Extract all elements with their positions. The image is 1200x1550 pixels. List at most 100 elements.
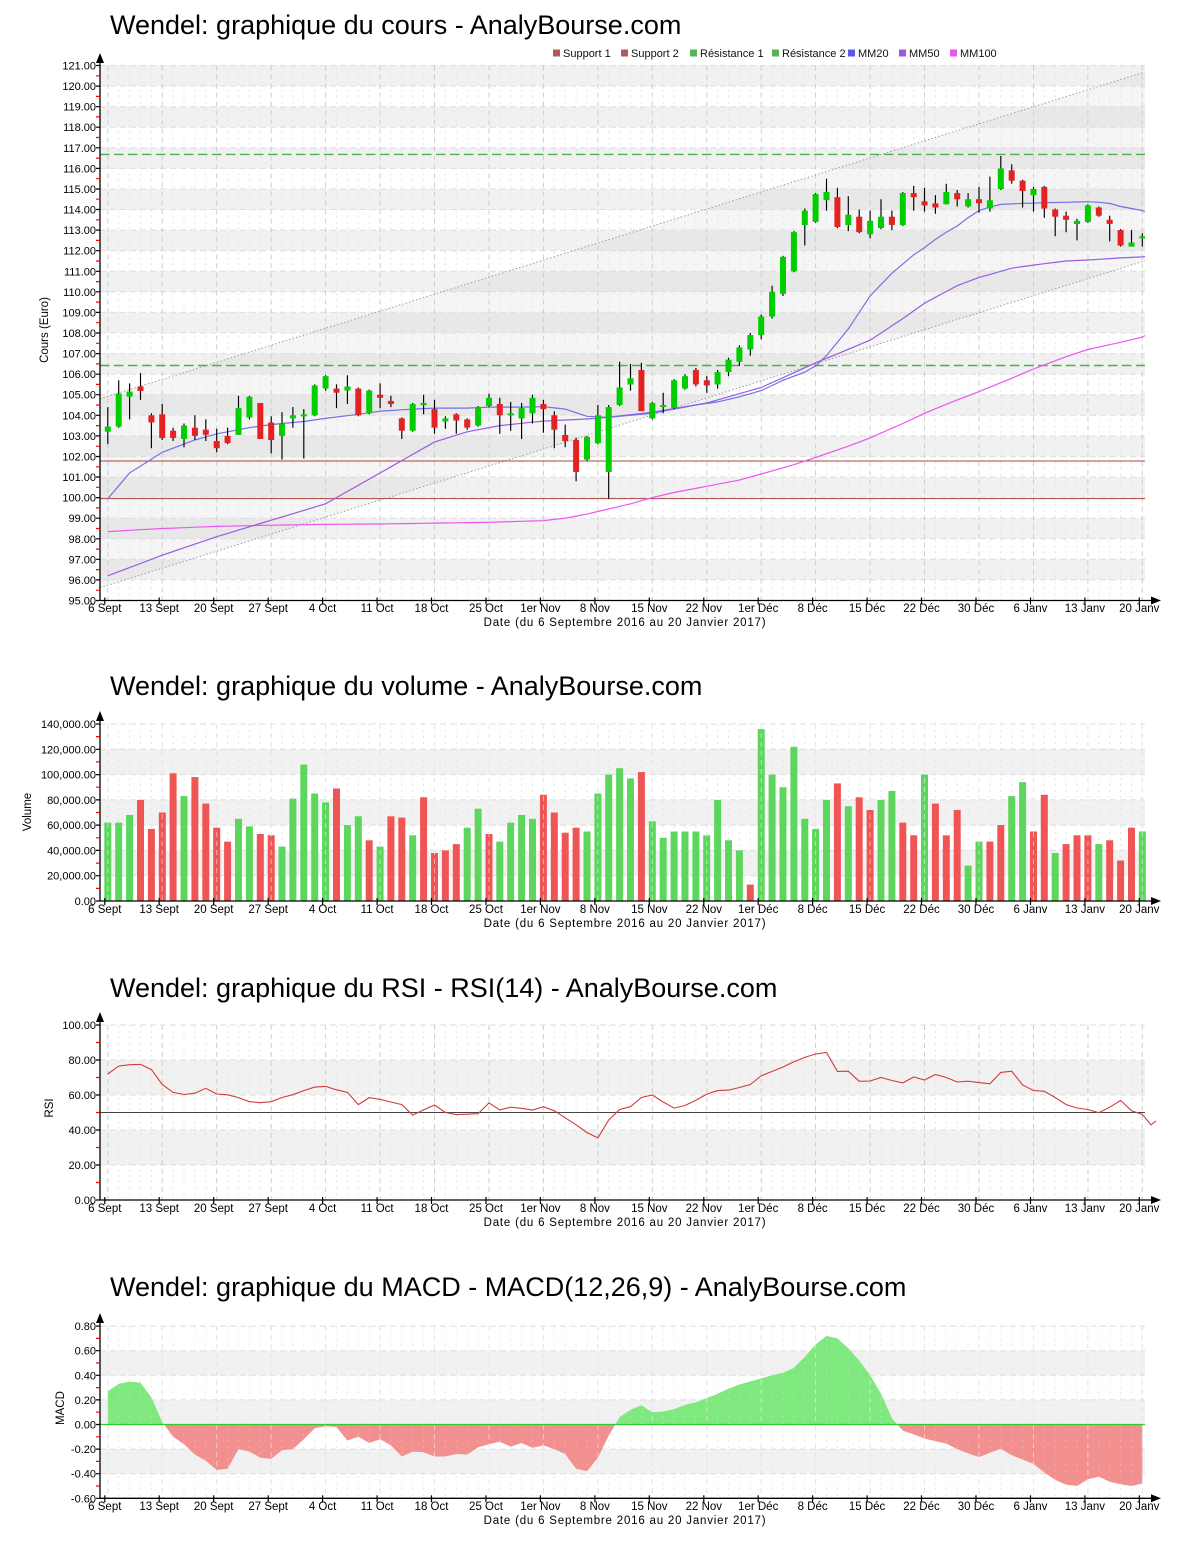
svg-text:Wendel: graphique du MACD - MA: Wendel: graphique du MACD - MACD(12,26,9… [110, 1272, 906, 1302]
svg-text:20 Sept: 20 Sept [194, 1203, 234, 1215]
svg-text:4 Oct: 4 Oct [309, 1203, 337, 1215]
svg-text:15 Déc: 15 Déc [849, 1203, 886, 1215]
svg-text:6 Janv: 6 Janv [1014, 603, 1048, 615]
svg-text:13 Janv: 13 Janv [1065, 904, 1106, 916]
svg-text:109.00: 109.00 [62, 307, 96, 319]
svg-text:-0.20: -0.20 [71, 1444, 96, 1456]
svg-text:-0.60: -0.60 [71, 1493, 96, 1505]
svg-text:15 Nov: 15 Nov [631, 904, 668, 916]
svg-text:8 Déc: 8 Déc [798, 904, 828, 916]
svg-text:15 Nov: 15 Nov [631, 1203, 668, 1215]
svg-text:11 Oct: 11 Oct [361, 1501, 395, 1513]
svg-text:Wendel: graphique du volume -: Wendel: graphique du volume - AnalyBours… [110, 671, 702, 701]
svg-text:Date (du 6 Septembre 2016 au 2: Date (du 6 Septembre 2016 au 20 Janvier … [484, 1515, 767, 1527]
svg-text:120,000.00: 120,000.00 [41, 744, 96, 756]
svg-text:22 Déc: 22 Déc [903, 1203, 940, 1215]
svg-text:80.00: 80.00 [68, 1055, 96, 1067]
svg-text:30 Déc: 30 Déc [958, 1501, 995, 1513]
svg-text:25 Oct: 25 Oct [469, 603, 504, 615]
svg-text:30 Déc: 30 Déc [958, 1203, 995, 1215]
svg-text:13 Sept: 13 Sept [139, 1501, 179, 1513]
svg-text:40.00: 40.00 [68, 1125, 96, 1137]
svg-text:20 Sept: 20 Sept [194, 904, 234, 916]
svg-text:1er Déc: 1er Déc [738, 603, 779, 615]
svg-text:99.00: 99.00 [68, 513, 96, 525]
svg-text:0.00: 0.00 [75, 1195, 96, 1207]
svg-text:MM100: MM100 [960, 48, 997, 60]
svg-text:15 Déc: 15 Déc [849, 603, 886, 615]
svg-text:11 Oct: 11 Oct [361, 904, 395, 916]
svg-text:105.00: 105.00 [62, 390, 96, 402]
svg-text:30 Déc: 30 Déc [958, 904, 995, 916]
svg-text:22 Déc: 22 Déc [903, 603, 940, 615]
svg-text:-0.40: -0.40 [71, 1469, 96, 1481]
svg-text:15 Nov: 15 Nov [631, 603, 668, 615]
svg-text:22 Nov: 22 Nov [686, 1501, 723, 1513]
svg-text:20.00: 20.00 [68, 1160, 96, 1172]
svg-text:20 Sept: 20 Sept [194, 1501, 234, 1513]
svg-text:Wendel: graphique du cours - A: Wendel: graphique du cours - AnalyBourse… [110, 10, 681, 40]
svg-text:RSI: RSI [44, 1098, 56, 1117]
svg-text:1er Déc: 1er Déc [738, 1203, 779, 1215]
svg-text:Date (du 6 Septembre 2016 au 2: Date (du 6 Septembre 2016 au 20 Janvier … [484, 918, 767, 930]
svg-text:119.00: 119.00 [63, 102, 96, 114]
svg-text:15 Déc: 15 Déc [849, 1501, 886, 1513]
svg-text:11 Oct: 11 Oct [361, 1203, 395, 1215]
svg-text:18 Oct: 18 Oct [415, 1501, 450, 1513]
svg-text:4 Oct: 4 Oct [309, 904, 337, 916]
svg-text:1er Déc: 1er Déc [738, 904, 779, 916]
svg-text:103.00: 103.00 [62, 431, 96, 443]
svg-text:1er Nov: 1er Nov [520, 1203, 561, 1215]
svg-text:118.00: 118.00 [63, 122, 96, 134]
svg-text:95.00: 95.00 [68, 596, 96, 608]
svg-text:1er Nov: 1er Nov [520, 603, 561, 615]
svg-text:111.00: 111.00 [64, 266, 96, 278]
svg-text:18 Oct: 18 Oct [415, 904, 450, 916]
svg-text:30 Déc: 30 Déc [958, 603, 995, 615]
svg-text:108.00: 108.00 [62, 328, 96, 340]
svg-text:13 Janv: 13 Janv [1065, 1501, 1106, 1513]
svg-text:100.00: 100.00 [62, 493, 96, 505]
svg-text:1er Nov: 1er Nov [520, 904, 561, 916]
svg-text:Volume: Volume [22, 793, 34, 831]
svg-text:13 Janv: 13 Janv [1065, 603, 1106, 615]
svg-text:27 Sept: 27 Sept [248, 1501, 288, 1513]
svg-text:115.00: 115.00 [63, 184, 96, 196]
svg-text:6 Janv: 6 Janv [1014, 904, 1048, 916]
svg-text:6 Janv: 6 Janv [1014, 1501, 1048, 1513]
svg-text:22 Nov: 22 Nov [686, 904, 723, 916]
svg-text:25 Oct: 25 Oct [469, 1203, 504, 1215]
svg-text:100.00: 100.00 [62, 1020, 96, 1032]
svg-text:Cours (Euro): Cours (Euro) [39, 297, 51, 363]
svg-text:25 Oct: 25 Oct [469, 1501, 504, 1513]
svg-text:20 Sept: 20 Sept [194, 603, 234, 615]
svg-text:27 Sept: 27 Sept [248, 904, 288, 916]
svg-text:96.00: 96.00 [68, 575, 96, 587]
svg-text:112.00: 112.00 [63, 246, 96, 258]
svg-text:6 Sept: 6 Sept [88, 603, 122, 615]
svg-text:0.40: 0.40 [75, 1370, 96, 1382]
svg-text:0.20: 0.20 [75, 1395, 96, 1407]
svg-text:18 Oct: 18 Oct [415, 603, 450, 615]
svg-text:121.00: 121.00 [62, 61, 96, 73]
svg-text:4 Oct: 4 Oct [309, 603, 337, 615]
svg-text:8 Nov: 8 Nov [580, 904, 610, 916]
svg-text:0.00: 0.00 [75, 896, 96, 908]
svg-text:6 Janv: 6 Janv [1014, 1203, 1048, 1215]
svg-text:18 Oct: 18 Oct [415, 1203, 450, 1215]
svg-text:Support 1: Support 1 [563, 48, 611, 60]
svg-text:Wendel: graphique du RSI - RSI: Wendel: graphique du RSI - RSI(14) - Ana… [110, 973, 777, 1003]
svg-text:60,000.00: 60,000.00 [47, 820, 96, 832]
svg-text:20 Janv: 20 Janv [1119, 1501, 1160, 1513]
svg-text:113.00: 113.00 [63, 225, 96, 237]
svg-text:27 Sept: 27 Sept [248, 1203, 288, 1215]
svg-text:8 Déc: 8 Déc [798, 603, 828, 615]
svg-text:98.00: 98.00 [68, 534, 96, 546]
svg-text:110.00: 110.00 [63, 287, 96, 299]
svg-text:Date (du 6 Septembre 2016 au 2: Date (du 6 Septembre 2016 au 20 Janvier … [484, 617, 767, 629]
svg-text:8 Nov: 8 Nov [580, 1203, 610, 1215]
svg-text:MM20: MM20 [858, 48, 889, 60]
svg-text:97.00: 97.00 [68, 554, 96, 566]
svg-text:22 Nov: 22 Nov [686, 603, 723, 615]
svg-text:15 Nov: 15 Nov [631, 1501, 668, 1513]
